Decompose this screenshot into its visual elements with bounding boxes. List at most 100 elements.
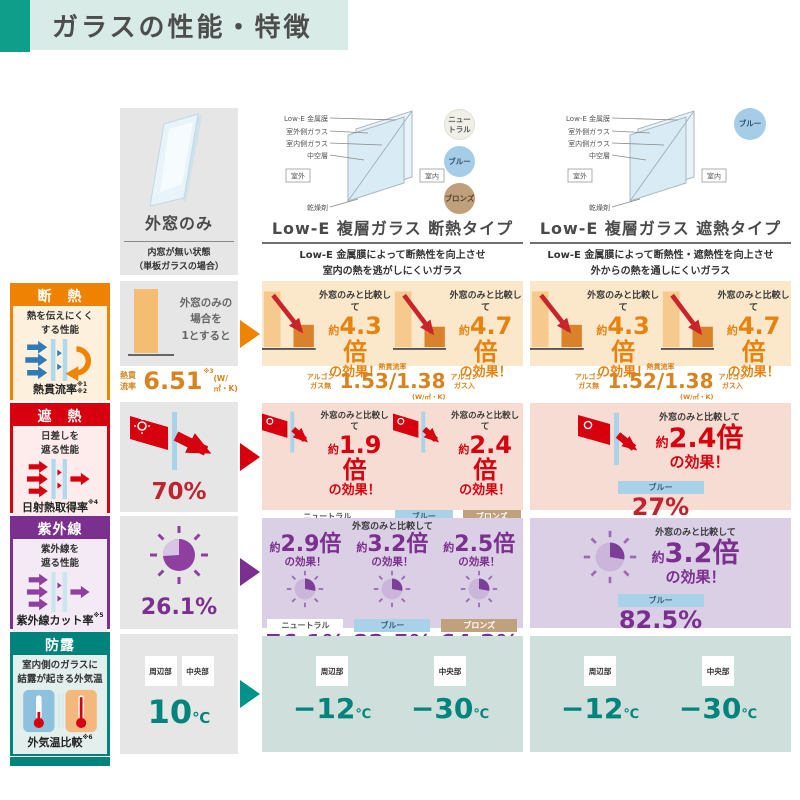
- cell-insulation-lowe-sha: 外窓のみと比較して 約4.3倍 の効果！ 外窓のみと比較して 約4.7倍 の効果…: [530, 281, 791, 380]
- badge-edge: 周辺部: [144, 656, 177, 686]
- baseline-divider: [124, 241, 234, 242]
- badge-center: 中央部: [181, 656, 214, 686]
- thermometer-icon: [23, 689, 97, 732]
- effect-label: の効果！: [665, 568, 726, 587]
- badge-neutral: ニュートラル: [267, 618, 344, 632]
- uv-pie-icon: [461, 570, 498, 607]
- factor: 約2.5倍: [443, 532, 516, 557]
- baseline-uv-cut: 26.1%: [140, 595, 218, 620]
- label-lowe-film: Low-E 金属膜: [566, 114, 610, 123]
- compare-note: 外窓のみと比較して: [319, 291, 392, 313]
- cell-insulation-lowe-dan: 外窓のみと比較して 約4.3倍 の効果！ 外窓のみと比較して 約4.7倍 の効果…: [262, 281, 523, 380]
- shgc-value: 27%: [631, 493, 690, 522]
- factor: 約4.7倍: [458, 312, 513, 366]
- effect-label: の効果！: [328, 483, 381, 499]
- sidebar-dew-desc: 室内側のガラスに 結露が起きる外気温: [17, 660, 103, 686]
- bar-compare-icon: [530, 291, 584, 350]
- badge-bronze: ブロンズ: [441, 618, 518, 632]
- label-air-layer: 中空層: [589, 151, 610, 160]
- effect-label: の効果！: [597, 364, 650, 380]
- insulation-note: Low-E 金属膜によって断熱性を向上させ 室内の熱を逃がしにくいガラス: [299, 250, 486, 277]
- dew-temp: −30℃: [678, 692, 758, 725]
- variant-bronze: ブロンズ: [444, 183, 475, 214]
- flow-arrow-dew: [240, 680, 260, 708]
- flow-arrow-insulation: [240, 320, 260, 348]
- baseline-bar-chart: [128, 289, 174, 356]
- uv-pie-icon: [287, 570, 324, 607]
- shielding-icon: [26, 458, 90, 499]
- effect-label: の効果！: [727, 364, 780, 380]
- sidebar-uv-metric: 紫外線カット率※5: [16, 611, 104, 627]
- label-desiccant: 乾燥剤: [589, 203, 610, 212]
- sidebar-dew-title: 防露: [13, 635, 107, 655]
- page-header: ガラスの性能・特徴: [30, 0, 348, 50]
- dew-temp: −30℃: [410, 692, 490, 725]
- label-inside: 室内: [707, 172, 721, 181]
- compare-note: 外窓のみと比較して: [449, 291, 522, 313]
- single-glass-icon: [149, 113, 202, 207]
- uv-icon: [26, 571, 90, 612]
- label-lowe-film: Low-E 金属膜: [284, 114, 328, 123]
- uv-cut-value: 82.5%: [618, 606, 703, 635]
- header-accent-square: [0, 0, 30, 52]
- cell-uv-baseline: 26.1%: [120, 516, 238, 629]
- sun-arrow-icon: [577, 413, 637, 465]
- badge-center: 中央部: [434, 656, 466, 686]
- cell-uv-lowe-sha: 外窓のみと比較して 約3.2倍 の効果！ ブルー 82.5%: [530, 518, 791, 633]
- sidebar-uv-title: 紫外線: [13, 519, 107, 539]
- sidebar-insulation-desc: 熱を伝えにくく する性能: [26, 311, 94, 337]
- badge-blue: ブルー: [354, 618, 431, 632]
- effect-label: の効果！: [459, 483, 512, 499]
- baseline-note: 内窓が無い状態 （単板ガラスの場合）: [134, 248, 224, 272]
- page-title: ガラスの性能・特徴: [52, 12, 313, 43]
- sidebar-insulation: 断 熱 熱を伝えにくく する性能 熱貫流率※1 ※2: [10, 283, 110, 401]
- baseline-title: 外窓のみ: [144, 214, 213, 233]
- label-indoor-glass: 室内側ガラス: [568, 139, 610, 148]
- label-outdoor-glass: 室外側ガラス: [286, 127, 328, 136]
- cell-shielding-baseline: 70%: [120, 402, 238, 512]
- uv-pie-icon: [583, 530, 636, 584]
- sidebar-shielding-title: 遮 熱: [13, 406, 107, 426]
- factor: 約4.3倍: [596, 312, 650, 366]
- sidebar-insulation-title: 断 熱: [13, 286, 107, 306]
- sidebar-insulation-metric: 熱貫流率※1 ※2: [32, 380, 87, 396]
- baseline-caption: 外窓のみの 場合を 1とすると: [179, 297, 233, 342]
- label-air-layer: 中空層: [307, 151, 328, 160]
- sun-arrow-icon: [130, 412, 212, 470]
- bar-compare-icon: [392, 291, 447, 350]
- cell-dew-baseline: 周辺部 中央部 10℃: [120, 634, 238, 754]
- sidebar-shielding-desc: 日差しを 遮る性能: [40, 431, 79, 457]
- compare-note: 外窓のみと比較して: [587, 291, 660, 313]
- shielding-title: Low-E 複層ガラス 遮熱タイプ: [539, 219, 782, 238]
- label-inside: 室内: [425, 172, 439, 181]
- label-outdoor-glass: 室外側ガラス: [568, 127, 610, 136]
- label-indoor-glass: 室内側ガラス: [286, 139, 328, 148]
- effect-label: の効果！: [459, 364, 512, 380]
- compare-note: 外窓のみと比較して: [655, 528, 736, 538]
- compare-note: 外窓のみと比較して: [451, 411, 520, 433]
- cell-shielding-lowe-dan: 外窓のみと比較して 約1.9倍 の効果！ ニュートラル 43% 外窓のみ: [262, 403, 523, 547]
- effect-label: の効果！: [669, 453, 730, 472]
- dew-temp: −12℃: [560, 692, 640, 725]
- label-desiccant: 乾燥剤: [307, 203, 328, 212]
- column-header-insulation: Low-E 金属膜 室外側ガラス 室内側ガラス 中空層 乾燥剤 室外 室内 ニュ…: [262, 105, 523, 277]
- label-outside: 室外: [573, 172, 587, 181]
- sun-arrow-icon: [262, 411, 308, 453]
- sidebar-dew-metric: 外気温比較※6: [27, 733, 93, 749]
- sidebar-uv: 紫外線 紫外線を 遮る性能 紫外線カット率※5: [10, 516, 110, 632]
- uv-pie-icon: [374, 570, 411, 607]
- badge-edge: 周辺部: [584, 656, 616, 686]
- cell-insulation-baseline: 外窓のみの 場合を 1とすると: [120, 281, 238, 366]
- variant-blue: ブルー: [444, 146, 475, 177]
- compare-note: 外窓のみと比較して: [352, 522, 433, 532]
- lowe-sha-uvalue: アルゴン ガス無 熱貫流率 1.52/1.38 (W/㎡・K) アルゴン ガス入: [574, 363, 747, 401]
- column-header-shielding: Low-E 金属膜 室外側ガラス 室内側ガラス 中空層 乾燥剤 室外 室内 ブル…: [530, 105, 791, 277]
- label-outside: 室外: [291, 172, 305, 181]
- column-header-baseline: 外窓のみ 内窓が無い状態 （単板ガラスの場合）: [120, 108, 238, 275]
- factor: 約2.4倍: [655, 422, 744, 454]
- cell-dew-lowe-dan: 周辺部 −12℃ 中央部 −30℃: [262, 636, 523, 752]
- sidebar-uv-desc: 紫外線を 遮る性能: [40, 544, 79, 570]
- cell-dew-lowe-sha: 周辺部 −12℃ 中央部 −30℃: [530, 636, 791, 752]
- insulation-divider: [262, 242, 523, 244]
- insulation-icon: [25, 338, 91, 381]
